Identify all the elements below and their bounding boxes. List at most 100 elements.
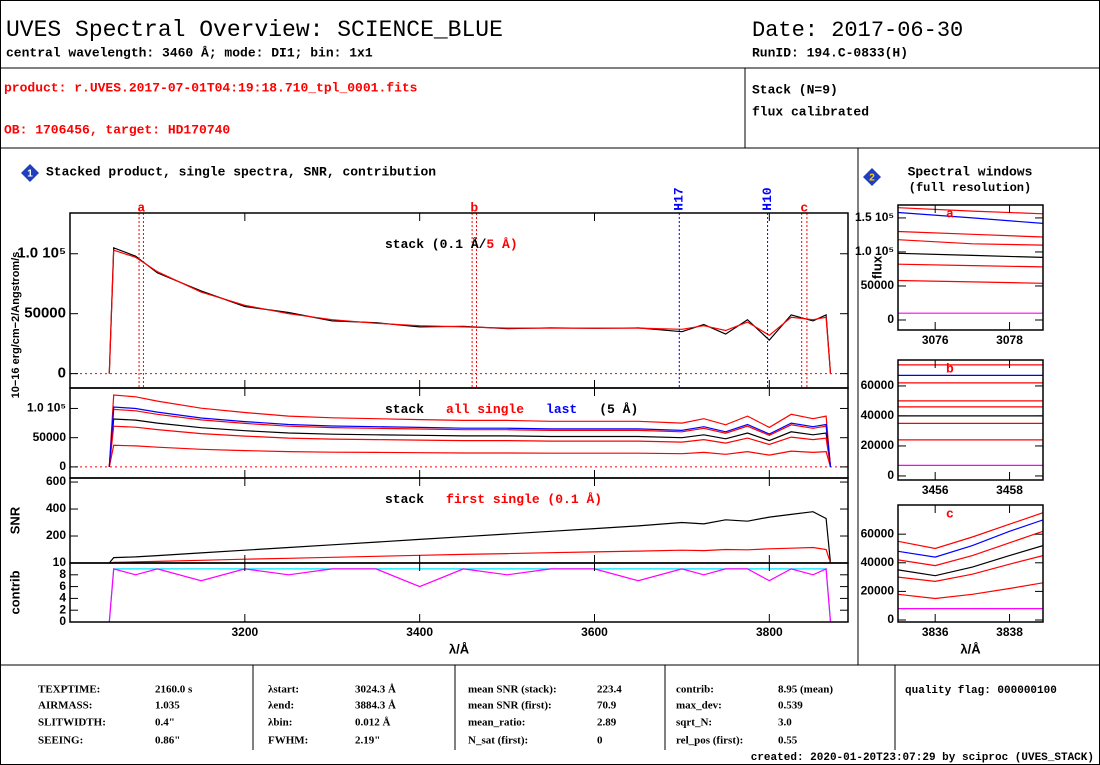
footer-label: SEEING: xyxy=(38,735,83,747)
window-label: b xyxy=(946,361,954,376)
footer-label: contrib: xyxy=(676,684,714,696)
y-tick-label: 40000 xyxy=(861,555,895,569)
series-line xyxy=(108,444,832,468)
subtitle: central wavelength: 3460 Å; mode: DI1; b… xyxy=(6,45,373,60)
legend: stack all single last (5 Å) xyxy=(385,402,638,417)
footer-label: SLITWIDTH: xyxy=(38,717,106,729)
footer-label: mean_ratio: xyxy=(468,717,525,729)
legend: stack first single (0.1 Å) xyxy=(385,492,602,507)
x-tick-label: 3456 xyxy=(922,483,949,497)
y-tick-label: 10 xyxy=(53,555,67,569)
y-axis-label: SNR xyxy=(7,506,22,534)
diamond-icon xyxy=(863,168,881,186)
footer-value: 3024.3 Å xyxy=(355,684,396,696)
series-line xyxy=(108,406,832,467)
footer-label: mean SNR (first): xyxy=(468,700,552,712)
frame xyxy=(897,504,1044,623)
panel-number: 2 xyxy=(869,173,875,184)
panel-icon: 2 xyxy=(863,168,881,186)
series-line xyxy=(108,511,832,563)
footer-value: 1.035 xyxy=(155,700,180,712)
series-line xyxy=(108,568,832,622)
stack-count: Stack (N=9) xyxy=(752,82,838,97)
footer-value: 0.4" xyxy=(155,717,175,729)
panel-title: Spectral windows xyxy=(908,164,1033,179)
diamond-icon xyxy=(21,164,39,182)
legend-entry: stack xyxy=(385,492,424,507)
y-tick-label: 1.0 10⁵ xyxy=(855,244,894,258)
footer-dividers xyxy=(252,665,896,750)
x-tick-label: 3838 xyxy=(996,625,1023,639)
footer-value: 70.9 xyxy=(597,700,617,712)
x-axis-label: λ/Å xyxy=(960,641,981,656)
date: Date: 2017-06-30 xyxy=(752,18,963,43)
series-line xyxy=(108,425,832,467)
y-tick-label: 40000 xyxy=(861,408,895,422)
plot-area xyxy=(108,511,832,563)
plot-area xyxy=(70,394,848,468)
y-tick-label: 20000 xyxy=(861,584,895,598)
legend-entry: stack (0.1 Å/ xyxy=(385,237,487,252)
footer-label: AIRMASS: xyxy=(38,700,92,712)
marker-label: a xyxy=(137,200,145,215)
series-line xyxy=(898,512,1043,550)
y-tick-label: 50000 xyxy=(24,305,66,322)
x-tick-label: 3836 xyxy=(922,625,949,639)
series-line xyxy=(898,263,1043,268)
series-line xyxy=(898,519,1043,558)
quality-flag: quality flag: 000000100 xyxy=(905,685,1057,697)
y-tick-label: 600 xyxy=(46,474,66,488)
x-tick-label: 3800 xyxy=(756,625,783,639)
legend-entry: all single xyxy=(446,402,524,417)
x-tick-label: 3600 xyxy=(581,625,608,639)
y-axis-label: flux xyxy=(869,255,884,279)
plot-area xyxy=(70,246,848,375)
footer-label: λbin: xyxy=(268,717,292,729)
legend-entry: 5 Å) xyxy=(486,237,517,252)
product: product: r.UVES.2017-07-01T04:19:18.710_… xyxy=(4,80,418,95)
series-line xyxy=(898,252,1043,258)
x-tick-label: 3458 xyxy=(996,483,1023,497)
footer-label: mean SNR (stack): xyxy=(468,684,557,696)
footer-label: FWHM: xyxy=(268,735,308,747)
panel-icon: 1 xyxy=(21,164,39,182)
series-line xyxy=(108,418,832,467)
footer-label: N_sat (first): xyxy=(468,735,528,747)
frame xyxy=(897,359,1044,481)
calibration: flux calibrated xyxy=(752,104,869,119)
x-axis-label: λ/Å xyxy=(449,641,470,656)
footer-value: 223.4 xyxy=(597,684,622,696)
footer-value: 0.86" xyxy=(155,735,180,747)
x-tick-label: 3076 xyxy=(922,333,949,347)
footer-value: 0.539 xyxy=(778,700,803,712)
legend-note: (5 Å) xyxy=(599,402,638,417)
legend-entry: first single (0.1 Å) xyxy=(446,492,602,507)
series-line xyxy=(898,239,1043,246)
y-tick-label: 50000 xyxy=(33,430,67,444)
panel-subtitle: (full resolution) xyxy=(909,181,1031,195)
series-line xyxy=(108,568,832,622)
series-line xyxy=(898,230,1043,238)
run-id: RunID: 194.C-0833(H) xyxy=(752,45,908,60)
y-tick-label: 0 xyxy=(59,459,66,473)
footer-label: λend: xyxy=(268,700,294,712)
marker-label: c xyxy=(800,200,808,215)
y-tick-label: 0 xyxy=(887,468,894,482)
y-tick-label: 20000 xyxy=(861,438,895,452)
y-tick-label: 200 xyxy=(46,528,66,542)
series-line xyxy=(109,546,832,563)
series-line xyxy=(108,394,832,467)
footer-value: 2.89 xyxy=(597,717,617,729)
series-line xyxy=(108,249,832,374)
legend-entry: stack xyxy=(385,402,424,417)
y-tick-label: 60000 xyxy=(861,526,895,540)
footer-label: sqrt_N: xyxy=(676,717,712,729)
y-tick-label: 60000 xyxy=(861,378,895,392)
window-label: c xyxy=(946,506,954,521)
series-line xyxy=(898,555,1043,583)
y-tick-label: 400 xyxy=(46,501,66,515)
y-tick-label: 1.0 10⁵ xyxy=(27,401,66,415)
footer-value: 0.012 Å xyxy=(355,717,391,729)
y-tick-label: 6 xyxy=(59,579,66,593)
